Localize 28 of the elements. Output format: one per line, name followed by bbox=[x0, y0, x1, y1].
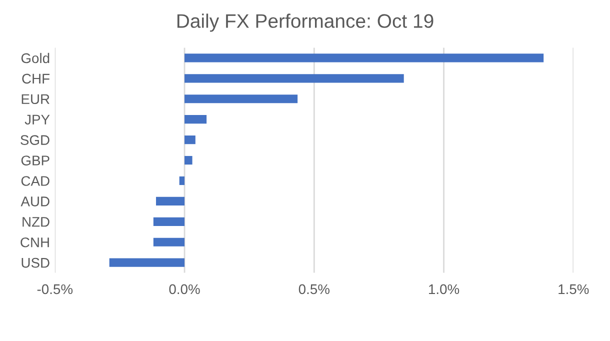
bar bbox=[184, 115, 207, 124]
bar bbox=[153, 217, 185, 226]
x-tick-label: 1.5% bbox=[558, 284, 589, 294]
y-tick-label: CHF bbox=[22, 74, 50, 84]
bar bbox=[184, 74, 404, 83]
chart-title: Daily FX Performance: Oct 19 bbox=[177, 14, 434, 32]
bar bbox=[109, 258, 185, 267]
bar bbox=[179, 176, 185, 186]
bar bbox=[156, 196, 185, 206]
x-tick-label: 1.0% bbox=[429, 284, 460, 294]
y-tick-label: CAD bbox=[21, 176, 50, 186]
x-tick-label: 0.5% bbox=[298, 284, 330, 294]
y-tick-label: USD bbox=[22, 258, 50, 268]
y-tick-label: JPY bbox=[24, 114, 50, 125]
bar bbox=[153, 238, 185, 246]
y-tick-label: CNH bbox=[20, 237, 49, 248]
y-tick-label: Gold bbox=[21, 52, 50, 64]
y-tick-label: SGD bbox=[20, 135, 50, 145]
x-tick-label: 0.0% bbox=[169, 284, 200, 294]
y-tick-label: NZD bbox=[22, 217, 50, 227]
bar bbox=[184, 156, 192, 165]
x-tick-label: -0.5% bbox=[37, 284, 73, 294]
bar bbox=[184, 94, 298, 104]
y-tick-label: EUR bbox=[22, 94, 50, 104]
y-tick-label: GBP bbox=[21, 156, 50, 166]
bar bbox=[184, 54, 544, 62]
bar bbox=[184, 136, 196, 144]
y-tick-label: AUD bbox=[20, 196, 50, 206]
